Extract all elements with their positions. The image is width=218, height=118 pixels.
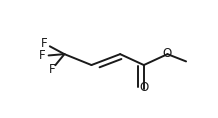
- Text: O: O: [139, 81, 148, 94]
- Text: F: F: [48, 63, 55, 76]
- Text: F: F: [39, 49, 46, 62]
- Text: F: F: [41, 37, 48, 50]
- Text: O: O: [163, 47, 172, 60]
